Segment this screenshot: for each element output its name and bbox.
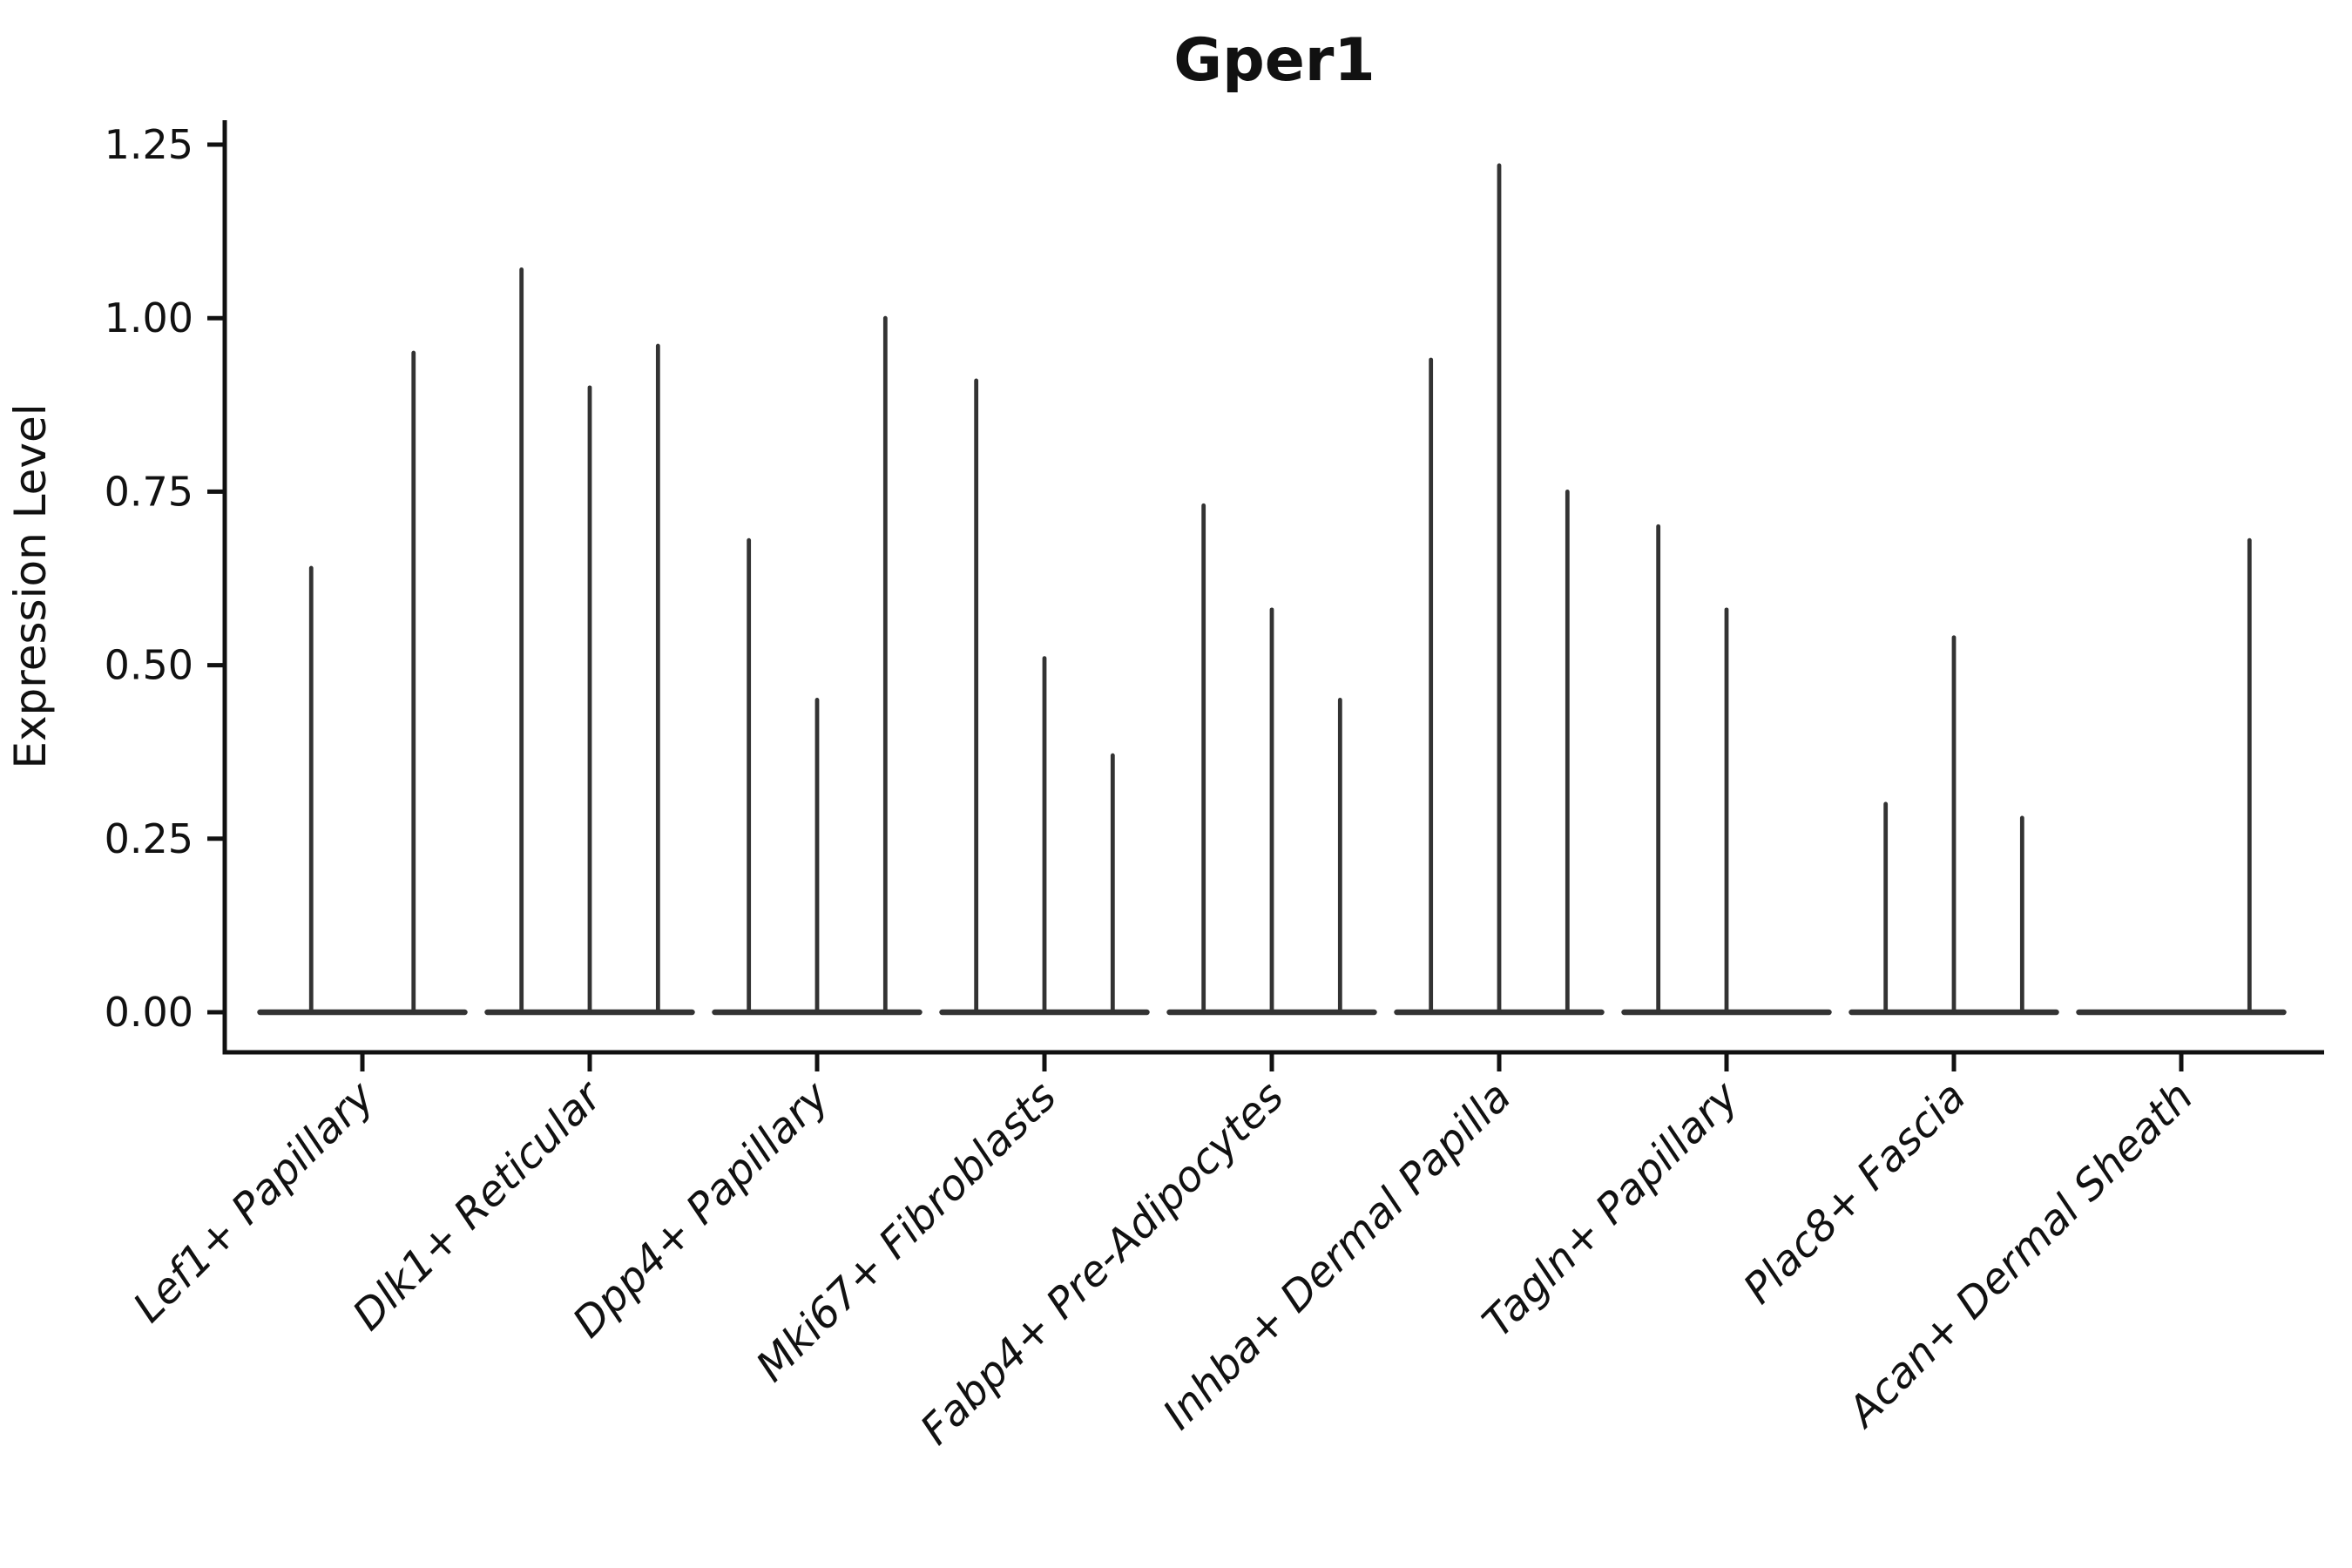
x-tick-label: Lef1+ Papillary — [124, 1071, 384, 1332]
y-axis-label: Expression Level — [5, 403, 56, 768]
x-tick-label: Fabp4+ Pre-Adipocytes — [911, 1072, 1294, 1455]
y-tick-label: 1.25 — [105, 121, 193, 168]
chart-title: Gper1 — [1173, 26, 1375, 95]
y-tick-label: 0.25 — [105, 815, 193, 862]
x-tick-label: Dlk1+ Reticular — [343, 1071, 613, 1341]
y-tick-label: 0.00 — [105, 989, 193, 1036]
y-tick-group: 0.00 0.25 0.50 0.75 1.00 1.25 — [105, 121, 225, 1036]
y-tick-label: 0.50 — [105, 642, 193, 689]
violins-group — [257, 163, 2287, 1016]
x-tick-label: Plac8+ Fascia — [1734, 1072, 1976, 1314]
y-tick-label: 0.75 — [105, 468, 193, 515]
y-tick-label: 1.00 — [105, 294, 193, 341]
x-tick-label: Tagln+ Papillary — [1473, 1071, 1748, 1347]
